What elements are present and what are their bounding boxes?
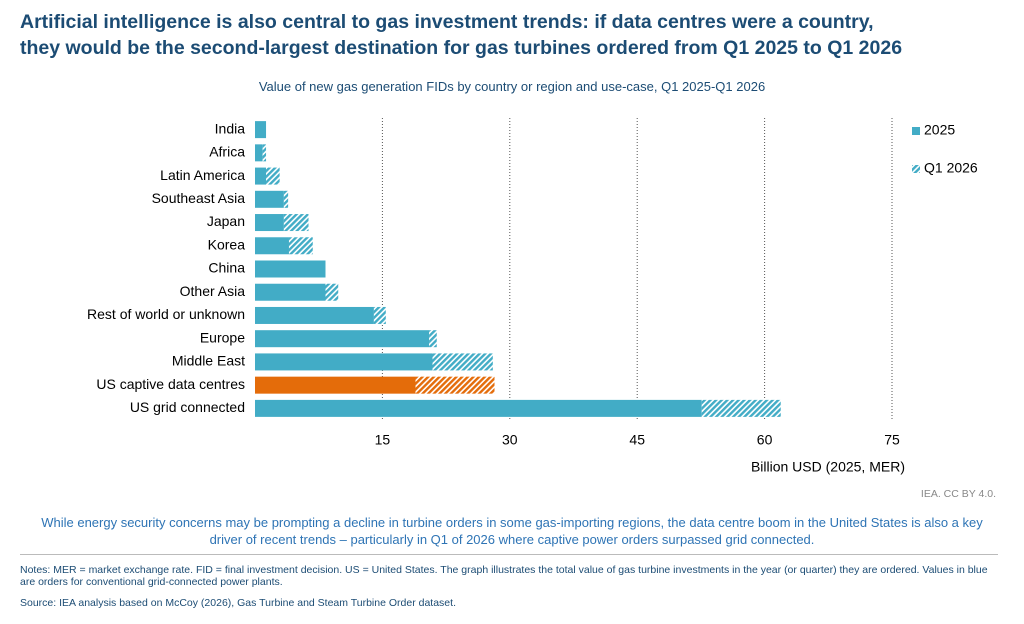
bar-segment — [429, 330, 437, 348]
bar-segment — [255, 399, 702, 417]
legend-label: 2025 — [924, 122, 955, 138]
bar-segment — [432, 353, 493, 371]
x-tick-label: 75 — [884, 432, 900, 448]
y-tick-label: Japan — [207, 213, 245, 229]
caption: While energy security concerns may be pr… — [41, 515, 983, 547]
bar-segment — [255, 330, 430, 348]
bar-segment — [255, 167, 267, 185]
y-tick-label: Middle East — [172, 353, 245, 369]
y-tick-label: India — [215, 120, 246, 136]
y-tick-label: Southeast Asia — [152, 190, 246, 206]
bar-segment — [288, 237, 313, 255]
bar-segment — [415, 376, 495, 394]
legend-swatch — [912, 165, 920, 173]
chart-title: Artificial intelligence is also central … — [20, 9, 1020, 61]
x-tick-label: 45 — [629, 432, 645, 448]
title-line: they would be the second-largest destina… — [20, 37, 903, 59]
bar-segment — [255, 190, 284, 208]
bar-segment — [325, 283, 339, 301]
source: Source: IEA analysis based on McCoy (202… — [20, 597, 456, 609]
y-tick-label: Latin America — [160, 167, 245, 183]
bar-segment — [255, 306, 374, 324]
bar-segment — [701, 399, 781, 417]
x-tick-label: 15 — [375, 432, 391, 448]
title-line: Artificial intelligence is also central … — [20, 11, 874, 33]
chart: 15 30 45 60 75 Billion USD (2025, MER) India Af… — [87, 118, 978, 475]
bar-segment — [283, 214, 309, 232]
y-tick-label: Europe — [200, 329, 245, 345]
notes: Notes: MER = market exchange rate. FID =… — [20, 564, 988, 588]
bar-segment — [255, 144, 263, 162]
y-tick-label: Korea — [208, 236, 246, 252]
legend-label: Q1 2026 — [924, 160, 978, 176]
bar-segment — [255, 214, 284, 232]
bar-segment — [266, 167, 280, 185]
y-tick-label: Africa — [209, 144, 245, 160]
bar-segment — [255, 260, 326, 278]
bar-segment — [262, 144, 267, 162]
bar-segment — [255, 376, 416, 394]
bar-segment — [283, 190, 289, 208]
y-tick-label: China — [208, 260, 245, 276]
bar-segment — [255, 237, 289, 255]
bar-segment — [255, 283, 326, 301]
separator — [20, 554, 998, 555]
y-tick-label: Other Asia — [180, 283, 246, 299]
y-tick-label: Rest of world or unknown — [87, 306, 245, 322]
credit: IEA. CC BY 4.0. — [920, 488, 996, 500]
bar-segment — [255, 121, 267, 139]
y-tick-label: US captive data centres — [96, 376, 245, 392]
y-tick-label: US grid connected — [130, 399, 245, 415]
bar-segment — [255, 353, 433, 371]
x-axis-label: Billion USD (2025, MER) — [751, 459, 905, 475]
subtitle: Value of new gas generation FIDs by coun… — [258, 79, 766, 94]
legend-swatch — [912, 127, 920, 135]
x-tick-label: 60 — [757, 432, 773, 448]
x-tick-label: 30 — [502, 432, 518, 448]
bar-segment — [373, 306, 386, 324]
